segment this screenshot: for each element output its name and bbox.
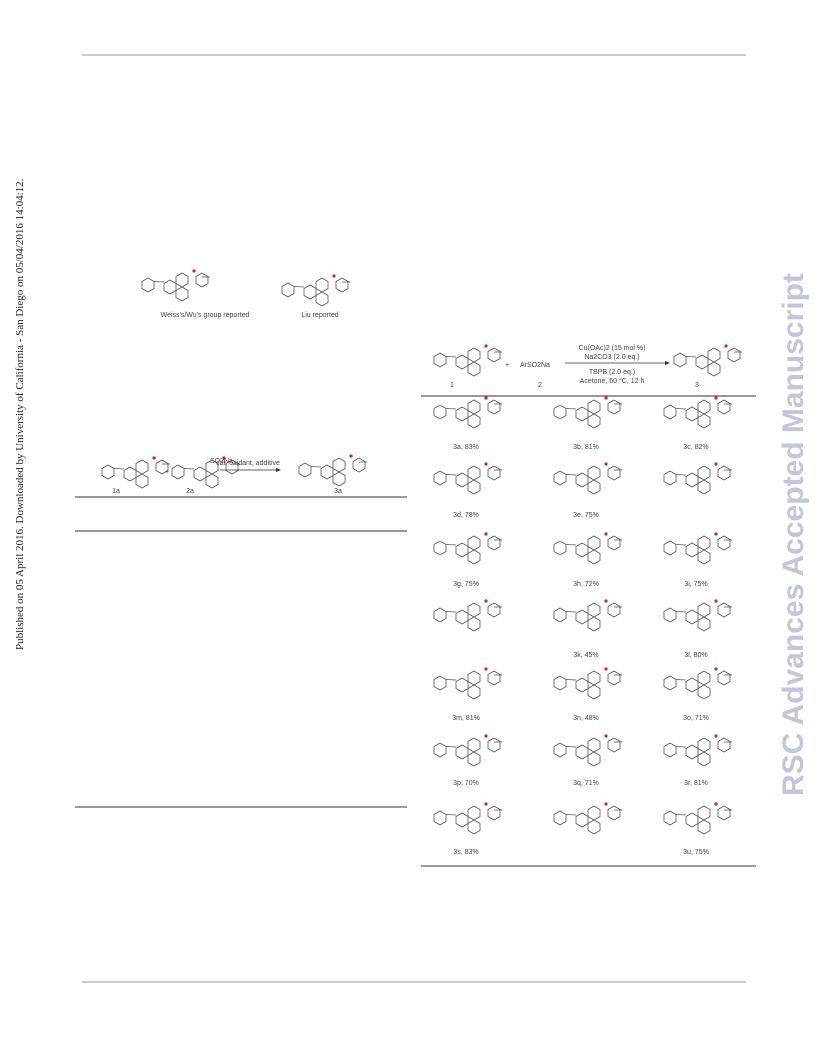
structure bbox=[433, 343, 503, 377]
structure bbox=[433, 395, 503, 429]
product-label: 3d, 78% bbox=[453, 512, 479, 519]
product-label: 3n, 48% bbox=[573, 715, 599, 722]
structure bbox=[433, 801, 503, 835]
product-label: 3e, 75% bbox=[573, 512, 599, 519]
structure bbox=[673, 343, 743, 377]
product-label: 3a, 83% bbox=[453, 444, 479, 451]
structure bbox=[433, 666, 503, 700]
structure bbox=[663, 598, 733, 632]
product-label: 3u, 75% bbox=[683, 849, 709, 856]
structure bbox=[663, 461, 733, 495]
structure bbox=[433, 461, 503, 495]
product-label: 3q, 71% bbox=[573, 780, 599, 787]
structure bbox=[281, 273, 351, 307]
product-label: 3h, 72% bbox=[573, 581, 599, 588]
caption: Liu reported bbox=[301, 312, 338, 319]
structure bbox=[553, 801, 623, 835]
compound-label: 1 bbox=[450, 382, 454, 389]
structure bbox=[433, 598, 503, 632]
conditions: Na2CO3 (2.0 eq.) bbox=[584, 354, 639, 361]
structure bbox=[553, 598, 623, 632]
compound-label: 2 bbox=[538, 382, 542, 389]
structure bbox=[298, 453, 368, 487]
product-label: 3s, 83% bbox=[453, 849, 478, 856]
structure bbox=[553, 395, 623, 429]
product-label: 3m, 81% bbox=[452, 715, 480, 722]
structure bbox=[553, 461, 623, 495]
structure bbox=[553, 666, 623, 700]
plus: + bbox=[165, 469, 169, 476]
structure bbox=[663, 801, 733, 835]
arrow-head bbox=[276, 468, 281, 472]
conditions: TBPB (2.0 eq.) bbox=[589, 369, 635, 376]
structure bbox=[553, 733, 623, 767]
product-grid: 3a, 83% 3b, 81% 3c, 82% 3d, 78% 3e, 75% 3g, 7… bbox=[433, 395, 733, 856]
conditions: cat. oxidant, additive bbox=[216, 460, 280, 467]
arrow-head bbox=[665, 361, 670, 365]
product-label: 3i, 75% bbox=[684, 581, 707, 588]
structure bbox=[141, 268, 211, 302]
compound-label: 3 bbox=[695, 382, 699, 389]
product-label: 3g, 75% bbox=[453, 581, 479, 588]
reagent: ArSO2Na bbox=[520, 362, 550, 369]
product-label: 3k, 45% bbox=[573, 652, 598, 659]
reagent: SO2Na bbox=[210, 458, 233, 465]
structure bbox=[663, 733, 733, 767]
structure bbox=[433, 531, 503, 565]
structure bbox=[663, 531, 733, 565]
compound-label: 2a bbox=[186, 488, 194, 495]
compound-label: 1a bbox=[112, 488, 120, 495]
caption: Weiss's/Wu's group reported bbox=[161, 312, 250, 319]
product-label: 3b, 81% bbox=[573, 444, 599, 451]
structure bbox=[663, 666, 733, 700]
product-label: 3c, 82% bbox=[683, 444, 708, 451]
plus: + bbox=[505, 362, 509, 369]
conditions: Acetone, 60 °C, 12 h bbox=[580, 377, 645, 385]
conditions: Cu(OAc)2 (15 mol %) bbox=[579, 345, 646, 352]
structure bbox=[663, 395, 733, 429]
product-label: 3p, 70% bbox=[453, 780, 479, 787]
structure bbox=[101, 455, 171, 489]
product-label: 3o, 71% bbox=[683, 715, 709, 722]
compound-label: 3a bbox=[334, 488, 342, 495]
structure bbox=[433, 733, 503, 767]
product-label: 3r, 81% bbox=[684, 780, 708, 787]
structure bbox=[553, 531, 623, 565]
product-label: 3l, 80% bbox=[684, 652, 707, 659]
